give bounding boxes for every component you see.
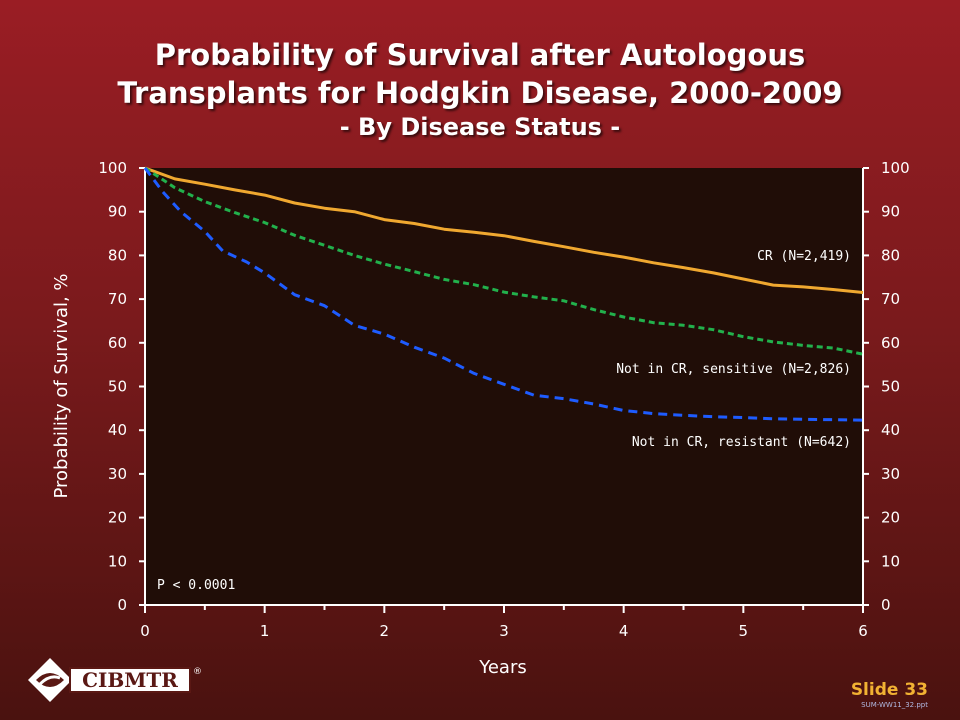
x-tick-label: 2 bbox=[380, 622, 390, 640]
y-tick-label-left: 80 bbox=[108, 246, 127, 264]
y-tick-label-left: 50 bbox=[108, 378, 127, 396]
y-axis-label: Probability of Survival, % bbox=[51, 273, 72, 498]
y-tick-label-right: 50 bbox=[881, 378, 900, 396]
y-tick-label-left: 20 bbox=[108, 509, 127, 527]
title-line-2: Transplants for Hodgkin Disease, 2000-20… bbox=[117, 76, 843, 110]
y-tick-label-right: 70 bbox=[881, 290, 900, 308]
y-tick-label-right: 30 bbox=[881, 465, 900, 483]
x-tick-label: 3 bbox=[499, 622, 509, 640]
cibmtr-diamond-icon bbox=[28, 658, 72, 702]
series-label-2: Not in CR, resistant (N=642) bbox=[632, 435, 851, 450]
cibmtr-logo: CIBMTR ® bbox=[28, 658, 202, 702]
x-axis-label: Years bbox=[478, 657, 527, 678]
plot-area bbox=[145, 168, 863, 605]
y-tick-label-right: 60 bbox=[881, 334, 900, 352]
logo-registered-mark: ® bbox=[193, 667, 202, 677]
y-tick-label-left: 30 bbox=[108, 465, 127, 483]
y-tick-label-left: 40 bbox=[108, 421, 127, 439]
file-name: SUM-WW11_32.ppt bbox=[861, 701, 928, 709]
y-tick-label-right: 90 bbox=[881, 203, 900, 221]
chart-title: Probability of Survival after Autologous… bbox=[0, 36, 960, 142]
x-tick-label: 5 bbox=[739, 622, 749, 640]
series-label-0: CR (N=2,419) bbox=[757, 249, 851, 264]
y-tick-label-right: 20 bbox=[881, 509, 900, 527]
y-tick-label-left: 60 bbox=[108, 334, 127, 352]
p-value-annotation: P < 0.0001 bbox=[157, 578, 235, 593]
y-tick-label-right: 80 bbox=[881, 246, 900, 264]
x-tick-label: 4 bbox=[619, 622, 629, 640]
y-tick-label-left: 100 bbox=[98, 159, 127, 177]
series-line-2 bbox=[143, 167, 864, 422]
y-tick-label-left: 70 bbox=[108, 290, 127, 308]
y-tick-label-right: 10 bbox=[881, 552, 900, 570]
y-tick-label-right: 40 bbox=[881, 421, 900, 439]
y-tick-label-left: 90 bbox=[108, 203, 127, 221]
y-tick-label-left: 10 bbox=[108, 552, 127, 570]
y-tick-label-left: 0 bbox=[117, 596, 127, 614]
title-line-1: Probability of Survival after Autologous bbox=[154, 38, 806, 72]
series-label-1: Not in CR, sensitive (N=2,826) bbox=[616, 362, 851, 377]
chart-subtitle: - By Disease Status - bbox=[339, 113, 621, 141]
x-tick-label: 6 bbox=[858, 622, 868, 640]
series-line-1 bbox=[144, 166, 864, 356]
logo-text: CIBMTR bbox=[82, 668, 178, 692]
series-line-0 bbox=[144, 166, 864, 294]
slide-number: Slide 33 bbox=[850, 680, 928, 700]
x-tick-label: 0 bbox=[140, 622, 150, 640]
y-tick-label-right: 100 bbox=[881, 159, 910, 177]
y-tick-label-right: 0 bbox=[881, 596, 891, 614]
x-tick-label: 1 bbox=[260, 622, 270, 640]
